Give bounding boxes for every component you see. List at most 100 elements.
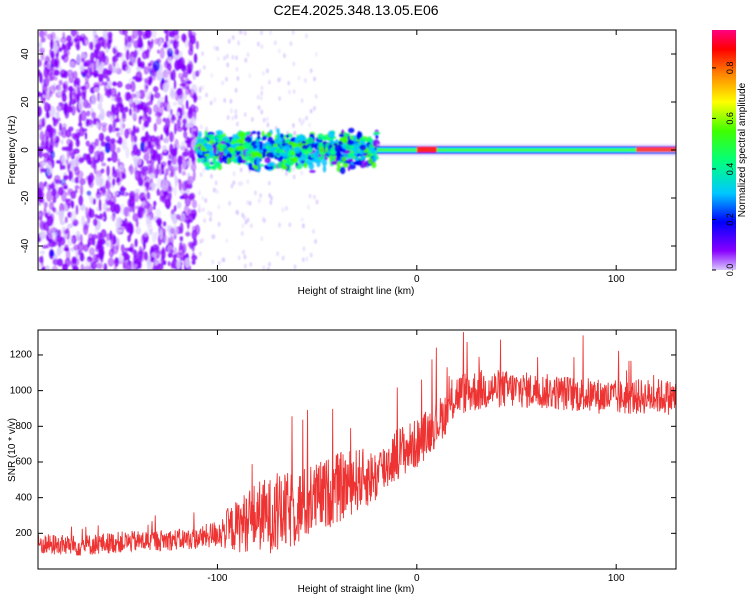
heatmap-cell — [155, 138, 160, 144]
heatmap-cell — [169, 108, 173, 115]
heatmap-cell — [113, 256, 120, 268]
heatmap-cell — [94, 225, 98, 236]
heatmap-cell — [72, 265, 79, 270]
heatmap-cell — [163, 30, 169, 35]
heatmap-cell — [267, 261, 271, 267]
heatmap-cell — [178, 163, 182, 174]
heatmap-cell — [191, 242, 196, 252]
heatmap-cell — [179, 212, 186, 222]
heatmap-cell — [72, 70, 78, 80]
heatmap-cell — [146, 203, 153, 214]
heatmap-cell — [295, 165, 303, 170]
heatmap-cell — [46, 190, 53, 203]
heatmap-cell — [79, 65, 85, 72]
heatmap-cell — [287, 141, 295, 146]
heatmap-cell — [153, 122, 158, 133]
heatmap-cell — [291, 151, 296, 156]
heatmap-cell — [240, 231, 244, 237]
heatmap-cell — [44, 128, 52, 139]
heatmap-cell — [270, 148, 276, 153]
heatmap-cell — [301, 257, 305, 263]
heatmap-cell — [190, 208, 198, 219]
heatmap-cell — [360, 155, 367, 160]
heatmap-cell — [308, 162, 315, 170]
figure-title: C2E4.2025.348.13.05.E06 — [273, 2, 438, 18]
spectrogram-xlabel: Height of straight line (km) — [298, 286, 415, 297]
heatmap-cell — [213, 45, 217, 51]
heatmap-cell — [301, 140, 307, 144]
heatmap-cell — [242, 249, 246, 255]
heatmap-cell — [40, 197, 45, 204]
heatmap-cell — [63, 102, 69, 113]
heatmap-cell — [330, 160, 338, 166]
heatmap-cell — [276, 251, 280, 257]
heatmap-cell — [260, 44, 264, 50]
colorbar-tick-label: 0.8 — [725, 62, 735, 75]
heatmap-cell — [311, 152, 320, 158]
heatmap-cell — [102, 211, 107, 218]
heatmap-cell — [285, 134, 290, 139]
heatmap-cell — [184, 257, 191, 269]
heatmap-cell — [67, 223, 74, 229]
heatmap-cell — [133, 157, 138, 168]
heatmap-cell — [66, 163, 72, 169]
heatmap-cell — [111, 126, 117, 133]
heatmap-cell — [198, 86, 202, 92]
heatmap-cell — [257, 198, 261, 204]
heatmap-cell — [245, 131, 251, 136]
heatmap-cell — [265, 68, 269, 74]
heatmap-cell — [236, 138, 244, 144]
heatmap-cell — [225, 238, 229, 244]
heatmap-cell — [292, 89, 296, 95]
heatmap-cell — [170, 72, 174, 81]
heatmap-cell — [123, 106, 129, 113]
heatmap-cell — [78, 98, 84, 111]
heatmap-cell — [146, 225, 154, 232]
heatmap-cell — [308, 193, 312, 199]
heatmap-cell — [115, 132, 121, 138]
heatmap-cell — [260, 30, 264, 36]
heatmap-cell — [262, 265, 266, 270]
heatmap-cell — [231, 54, 235, 60]
heatmap-cell — [150, 182, 154, 187]
heatmap-cell — [143, 251, 149, 261]
heatmap-cell — [311, 228, 315, 234]
heatmap-cell — [121, 138, 128, 151]
heatmap-cell — [96, 262, 103, 270]
heatmap-cell — [178, 56, 186, 69]
heatmap-cell — [57, 104, 61, 111]
heatmap-cell — [106, 165, 111, 177]
heatmap-cell — [39, 231, 47, 240]
heatmap-cell — [205, 143, 213, 151]
heatmap-cell — [79, 177, 86, 186]
heatmap-cell — [48, 90, 53, 98]
heatmap-cell — [282, 53, 286, 59]
heatmap-band-core — [376, 148, 676, 152]
heatmap-cell — [94, 151, 98, 161]
heatmap-cell — [39, 130, 45, 142]
heatmap-cell — [202, 157, 206, 162]
heatmap-cell — [203, 218, 207, 224]
spectrogram-ytick-label: -20 — [20, 190, 31, 205]
heatmap-cell — [153, 92, 161, 99]
heatmap-cell — [261, 135, 267, 141]
heatmap-cell — [52, 36, 60, 45]
heatmap-cell — [173, 122, 177, 135]
heatmap-cell — [70, 151, 76, 156]
heatmap-cell — [275, 146, 282, 154]
heatmap-cell — [199, 124, 203, 130]
heatmap-cell — [42, 83, 48, 95]
heatmap-cell — [61, 92, 67, 103]
heatmap-cell — [155, 116, 162, 125]
heatmap-cell — [215, 189, 219, 195]
heatmap-cell — [75, 204, 79, 215]
heatmap-cell — [224, 76, 228, 82]
snr-line — [38, 332, 676, 556]
heatmap-cell — [86, 110, 91, 117]
heatmap-cell — [269, 30, 273, 36]
snr-xlabel: Height of straight line (km) — [298, 584, 415, 595]
heatmap-cell — [354, 160, 363, 166]
heatmap-cell — [232, 180, 236, 186]
heatmap-cell — [257, 166, 261, 174]
heatmap-cell — [235, 121, 239, 127]
